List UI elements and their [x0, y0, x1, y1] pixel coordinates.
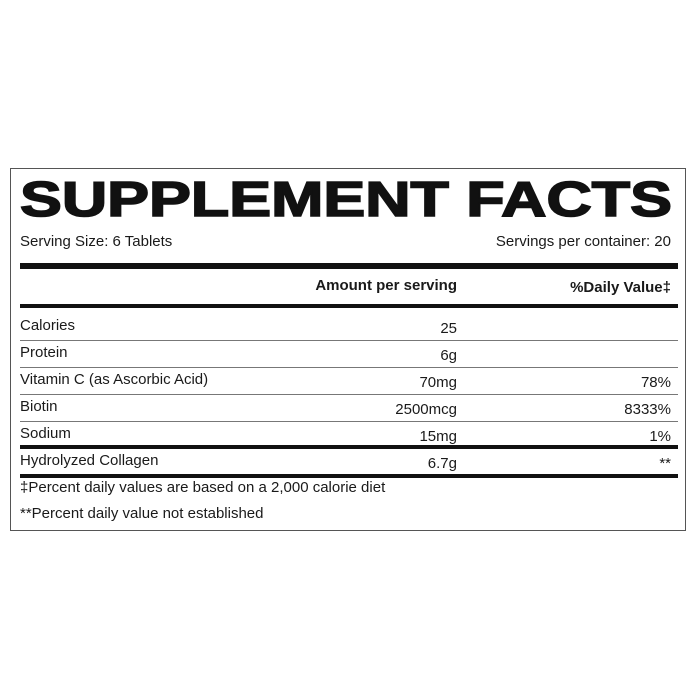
- nutrient-name: Biotin: [20, 398, 58, 415]
- nutrient-daily-value: 8333%: [624, 401, 671, 418]
- label-title: SUPPLEMENT FACTS: [20, 179, 673, 221]
- header-daily-value: %Daily Value‡: [570, 279, 671, 296]
- row-divider: [20, 340, 678, 341]
- nutrient-amount: 2500mcg: [395, 401, 457, 418]
- nutrient-daily-value: 1%: [649, 428, 671, 445]
- nutrient-name: Hydrolyzed Collagen: [20, 452, 159, 469]
- row-divider: [20, 394, 678, 395]
- divider-thick: [20, 445, 678, 449]
- divider-thick: [20, 474, 678, 478]
- nutrient-name: Vitamin C (as Ascorbic Acid): [20, 371, 209, 388]
- nutrient-amount: 6.7g: [427, 455, 457, 472]
- row-divider: [20, 421, 678, 422]
- nutrient-daily-value: 78%: [640, 374, 671, 391]
- nutrient-amount: 6g: [440, 347, 457, 364]
- nutrient-name: Calories: [20, 317, 76, 334]
- header-amount: Amount per serving: [315, 277, 457, 294]
- svg-text:SUPPLEMENT FACTS: SUPPLEMENT FACTS: [20, 179, 672, 221]
- servings-per-container: Servings per container: 20: [495, 233, 671, 250]
- footnote-not-established: **Percent daily value not established: [20, 505, 264, 522]
- supplement-facts-label: SUPPLEMENT FACTS Serving Size: 6 Tablets…: [10, 168, 686, 531]
- divider-thick: [20, 263, 678, 269]
- nutrient-amount: 25: [440, 320, 457, 337]
- nutrient-name: Sodium: [20, 425, 71, 442]
- nutrient-amount: 70mg: [419, 374, 457, 391]
- row-divider: [20, 367, 678, 368]
- nutrient-name: Protein: [20, 344, 68, 361]
- nutrient-daily-value: **: [659, 455, 671, 472]
- footnote-daily-values: ‡Percent daily values are based on a 2,0…: [20, 479, 386, 496]
- serving-size: Serving Size: 6 Tablets: [20, 233, 173, 250]
- divider-thick: [20, 304, 678, 308]
- nutrient-amount: 15mg: [419, 428, 457, 445]
